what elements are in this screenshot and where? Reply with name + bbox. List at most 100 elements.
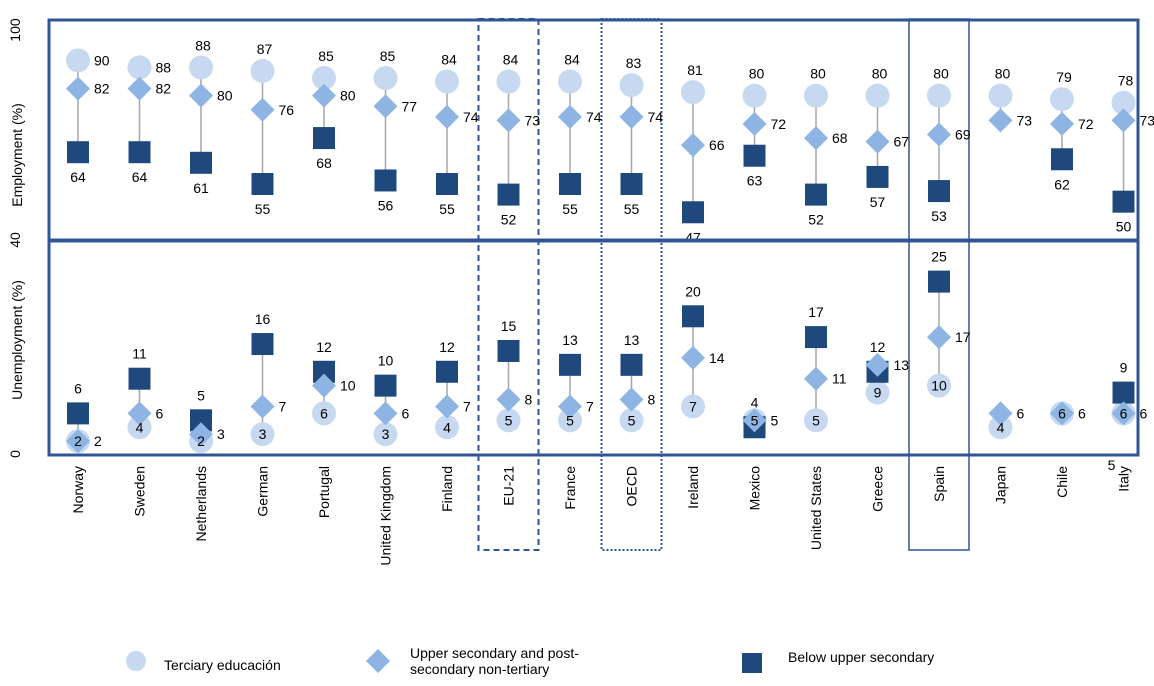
unemployment-upper-point-japan <box>988 401 1013 426</box>
employment-upper-label-german: 76 <box>279 102 295 118</box>
category-label-oecd: OECD <box>624 466 640 506</box>
unemployment-upper-point-eu-21 <box>496 387 521 412</box>
category-label-german: German <box>255 466 271 517</box>
employment-tertiary-point-portugal <box>312 66 336 90</box>
employment-upper-label-eu-21: 73 <box>525 112 541 128</box>
employment-tertiary-point-netherlands <box>189 55 213 80</box>
unemployment-below-point-united-states <box>805 326 827 349</box>
unemployment-tertiary-point-japan <box>988 415 1013 440</box>
employment-upper-label-netherlands: 80 <box>217 88 233 104</box>
unemployment-tertiary-label-france: 5 <box>566 412 574 428</box>
unemployment-tertiary-label-sweden: 4 <box>136 419 144 435</box>
unemployment-upper-label-german: 7 <box>279 398 287 414</box>
legend-upper-label-line2: secondary non-tertiary <box>410 661 549 677</box>
employment-tertiary-label-oecd: 83 <box>626 55 642 71</box>
category-label-netherlands: Netherlands <box>193 466 209 542</box>
employment-below-point-ireland <box>682 201 704 224</box>
unemployment-below-label-ireland: 20 <box>685 283 701 299</box>
unemployment-below-label-united-kingdom: 10 <box>378 353 394 369</box>
employment-below-point-sweden <box>128 141 151 164</box>
unemployment-upper-point-spain <box>927 325 951 350</box>
employment-upper-label-chile: 72 <box>1078 116 1094 132</box>
unemployment-upper-label-france: 7 <box>586 398 594 414</box>
unemployment-upper-point-portugal <box>312 373 336 398</box>
unemployment-below-label-oecd: 13 <box>624 332 640 348</box>
employment-below-label-eu-21: 52 <box>501 212 517 228</box>
unemployment-upper-label-norway: 2 <box>94 433 102 449</box>
employment-below-label-italy: 50 <box>1116 219 1132 235</box>
employment-below-label-chile: 62 <box>1054 176 1070 192</box>
unemployment-below-label-netherlands: 5 <box>197 387 205 403</box>
unemployment-below-point-spain <box>928 270 950 293</box>
employment-below-point-finland <box>436 173 458 195</box>
employment-upper-point-greece <box>865 129 890 154</box>
employment-tertiary-point-german <box>250 58 275 83</box>
legend: Terciary educación Upper secondary and po… <box>126 645 934 677</box>
unemployment-tertiary-label-netherlands: 2 <box>197 433 205 449</box>
employment-tertiary-label-portugal: 85 <box>318 48 334 64</box>
category-label-eu-21: EU-21 <box>501 466 517 506</box>
category-label-united-kingdom: United Kingdom <box>378 466 394 566</box>
unemployment-upper-point-mexico <box>742 408 767 433</box>
employment-below-label-sweden: 64 <box>132 169 148 185</box>
employment-upper-label-japan: 73 <box>1017 112 1033 128</box>
y-tick-0: 0 <box>7 450 23 458</box>
unemployment-upper-label-italy: 6 <box>1140 405 1148 421</box>
unemployment-upper-label-united-kingdom: 6 <box>402 405 410 421</box>
y-axis-title-employment: Employment (%) <box>9 103 25 206</box>
employment-tertiary-label-mexico: 80 <box>749 66 765 82</box>
employment-upper-point-ireland <box>681 133 705 158</box>
legend-upper-label-line1: Upper secondary and post- <box>410 645 579 661</box>
axes: 100 40 0 Employment (%) Unemployment (%) Norw… <box>7 18 1140 566</box>
employment-upper-point-eu-21 <box>496 108 521 133</box>
unemployment-upper-label-japan: 6 <box>1017 405 1025 421</box>
employment-below-label-ireland: 47 <box>685 229 701 245</box>
unemployment-tertiary-label-spain: 10 <box>931 378 947 394</box>
employment-tertiary-label-spain: 80 <box>933 66 949 82</box>
unemployment-below-point-portugal <box>313 360 335 383</box>
employment-below-point-united-kingdom <box>374 169 397 192</box>
employment-below-label-france: 55 <box>562 201 578 217</box>
unemployment-below-point-united-kingdom <box>374 374 397 397</box>
unemployment-tertiary-point-ireland <box>681 394 705 419</box>
employment-upper-label-sweden: 82 <box>156 81 172 97</box>
unemployment-tertiary-label-oecd: 5 <box>628 412 636 428</box>
employment-below-point-german <box>251 173 274 195</box>
unemployment-below-label-finland: 12 <box>439 339 455 355</box>
legend-below-label: Below upper secondary <box>788 649 934 665</box>
employment-upper-point-finland <box>435 104 459 129</box>
unemployment-upper-point-greece <box>865 352 890 377</box>
employment-upper-label-portugal: 80 <box>340 88 356 104</box>
employment-upper-point-japan <box>988 108 1013 133</box>
unemployment-below-point-german <box>251 333 274 356</box>
employment-upper-point-oecd <box>619 104 644 129</box>
unemployment-tertiary-label-mexico: 5 <box>751 412 759 428</box>
unemployment-tertiary-label-japan: 4 <box>997 419 1005 435</box>
unemployment-below-point-oecd <box>620 353 643 376</box>
unemployment-tertiary-label-german: 3 <box>259 426 267 442</box>
category-label-france: France <box>562 466 578 510</box>
employment-upper-point-portugal <box>312 83 336 108</box>
employment-tertiary-point-sweden <box>127 55 152 80</box>
employment-below-label-mexico: 63 <box>747 173 763 189</box>
employment-upper-label-ireland: 66 <box>709 137 725 153</box>
unemployment-upper-label-ireland: 14 <box>709 350 725 366</box>
employment-below-label-spain: 53 <box>931 208 947 224</box>
unemployment-tertiary-point-spain <box>927 373 951 398</box>
unemployment-tertiary-label-united-kingdom: 3 <box>382 426 390 442</box>
unemployment-tertiary-label-eu-21: 5 <box>505 412 513 428</box>
employment-below-label-netherlands: 61 <box>193 180 209 196</box>
employment-upper-point-france <box>558 104 582 129</box>
unemployment-below-label-norway: 6 <box>74 380 82 396</box>
legend-below-marker <box>742 653 762 673</box>
employment-below-label-united-kingdom: 56 <box>378 197 394 213</box>
employment-upper-label-oecd: 74 <box>648 109 664 125</box>
category-label-finland: Finland <box>439 466 455 512</box>
employment-tertiary-point-oecd <box>619 73 644 98</box>
unemployment-upper-point-ireland <box>681 345 705 370</box>
unemployment-upper-label-chile: 6 <box>1078 405 1086 421</box>
employment-tertiary-label-german: 87 <box>257 41 273 57</box>
employment-upper-point-chile <box>1050 111 1074 136</box>
employment-tertiary-point-united-kingdom <box>373 66 398 90</box>
